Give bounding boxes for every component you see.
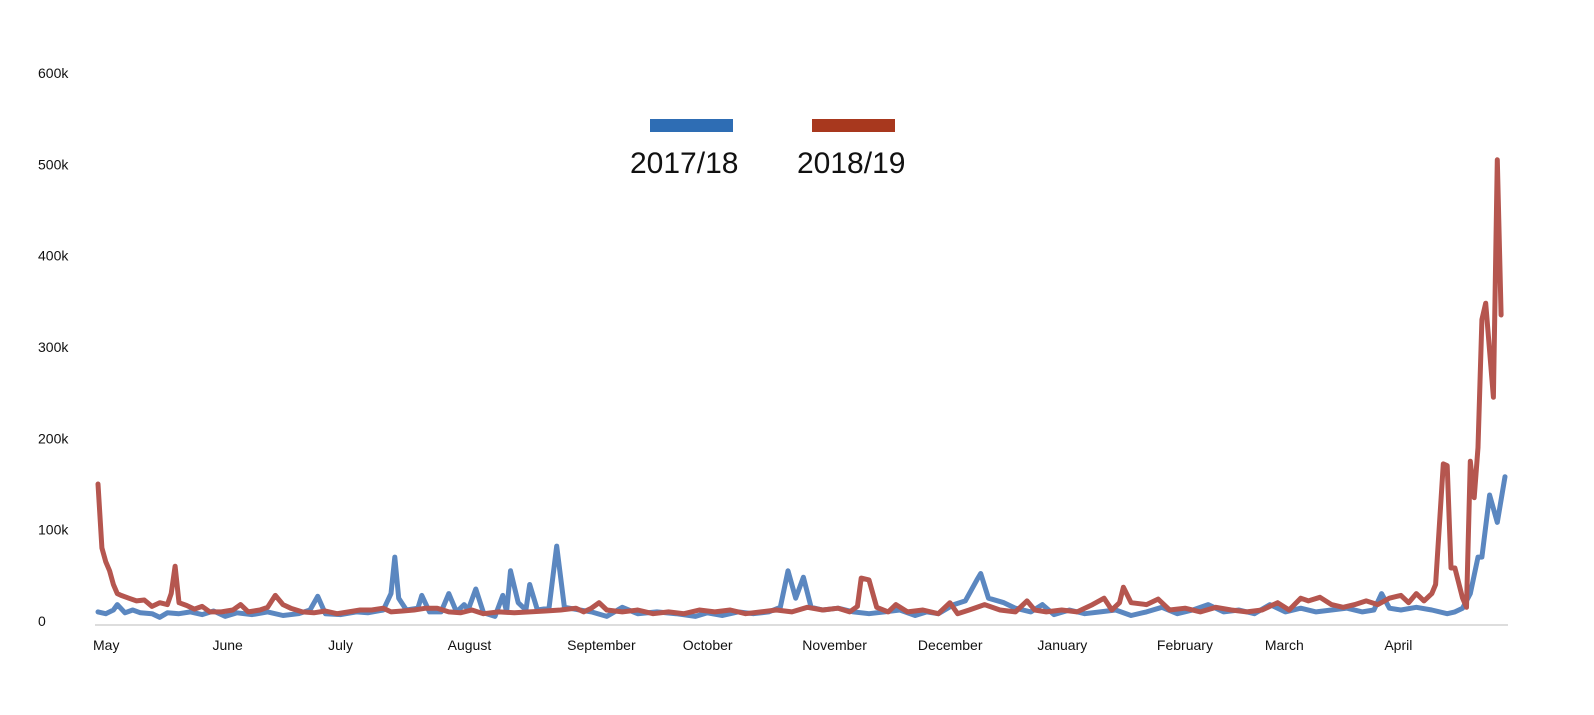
legend-swatch	[650, 119, 733, 132]
x-tick-label: February	[1157, 637, 1213, 653]
legend-label: 2017/18	[630, 147, 738, 180]
x-tick-label: November	[802, 637, 867, 653]
legend-label: 2018/19	[797, 147, 905, 180]
series-line-2018-19	[95, 157, 1504, 617]
x-tick-label: December	[918, 637, 983, 653]
legend: 2017/18 2018/19	[630, 119, 905, 180]
legend-swatch	[812, 119, 895, 132]
x-tick-label: July	[328, 637, 353, 653]
x-tick-label: August	[448, 637, 492, 653]
x-tick-label: June	[212, 637, 243, 653]
y-tick-label: 300k	[38, 339, 69, 355]
y-tick-label: 600k	[38, 65, 69, 81]
series-line-2017-18	[95, 474, 1508, 620]
y-tick-label: 200k	[38, 430, 69, 446]
y-tick-label: 0	[38, 613, 46, 629]
x-tick-label: October	[683, 637, 733, 653]
x-tick-label: January	[1037, 637, 1087, 653]
x-tick-label: March	[1265, 637, 1304, 653]
y-tick-label: 100k	[38, 522, 69, 538]
y-tick-label: 400k	[38, 248, 69, 264]
x-tick-label: September	[567, 637, 636, 653]
x-tick-label: April	[1384, 637, 1412, 653]
x-tick-label: May	[93, 637, 119, 653]
y-tick-label: 500k	[38, 156, 69, 172]
